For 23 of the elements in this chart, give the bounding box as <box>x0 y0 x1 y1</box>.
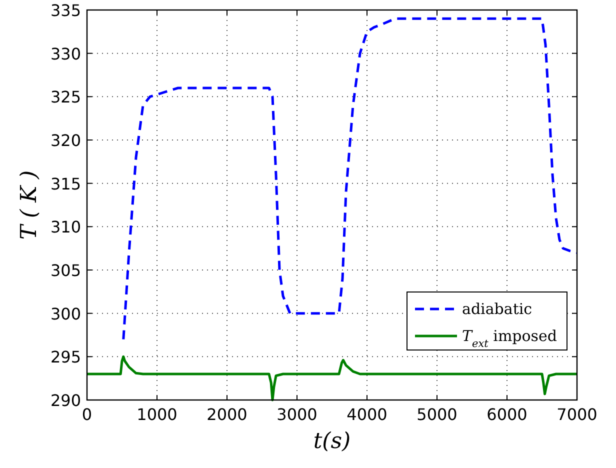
x-tick-label: 1000 <box>136 405 178 424</box>
y-tick-label: 330 <box>50 44 81 64</box>
x-tick-label: 7000 <box>556 405 598 424</box>
legend-label: T$_{ext}$ imposed <box>462 327 558 350</box>
line-series <box>86 355 578 402</box>
x-tick-label: 0 <box>82 405 92 424</box>
x-axis-title: t(s) <box>313 429 351 454</box>
y-tick-label: 335 <box>50 1 81 20</box>
x-tick-label: 6000 <box>486 405 528 424</box>
y-tick-label: 295 <box>50 348 81 367</box>
x-tick-label: 3000 <box>276 405 318 424</box>
y-tick-label: 310 <box>50 218 81 237</box>
y-tick-label: 315 <box>50 174 81 194</box>
y-tick-label: 325 <box>50 88 81 107</box>
y-tick-label: 320 <box>50 131 81 150</box>
legend-label: adiabatic <box>462 300 532 318</box>
y-tick-label: 290 <box>50 391 81 410</box>
x-tick-label: 5000 <box>416 405 458 424</box>
y-tick-label: 305 <box>50 261 81 280</box>
x-tick-label: 2000 <box>206 405 248 424</box>
y-tick-label: 300 <box>50 304 81 324</box>
y-axis-title: T ( K ) <box>17 170 42 240</box>
x-tick-label: 4000 <box>346 405 388 424</box>
